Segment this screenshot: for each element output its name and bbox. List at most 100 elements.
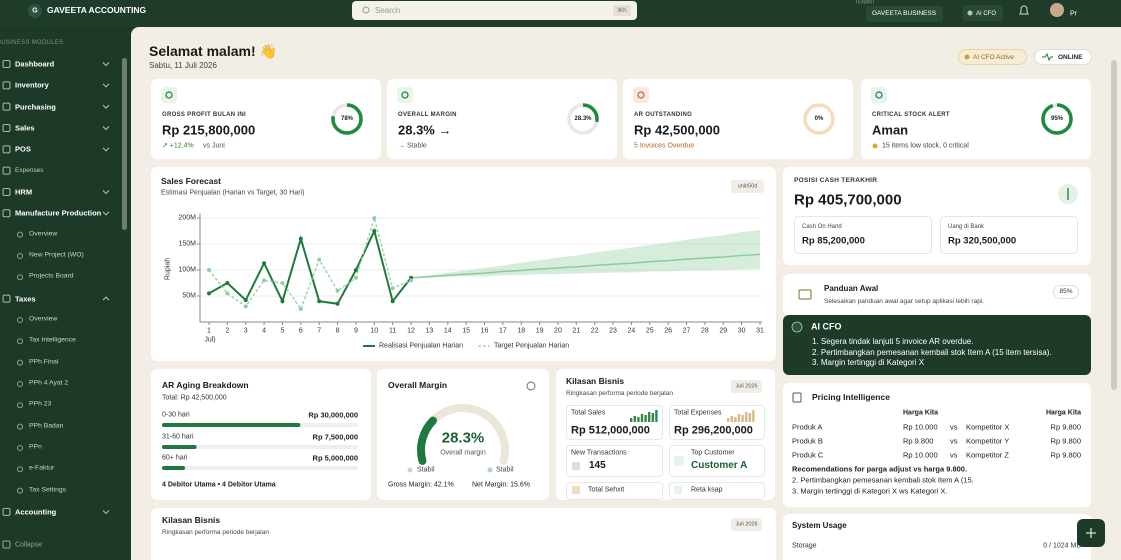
- x-tick-label: 29: [719, 327, 728, 335]
- guide-title: Panduan Awal: [824, 284, 879, 293]
- tile-icon: [674, 456, 684, 466]
- ar-bar: [162, 423, 301, 427]
- our-price: Rp 10.000: [903, 450, 938, 460]
- submenu-item[interactable]: Projects Board: [29, 272, 74, 280]
- tile-label: New Transactions: [571, 449, 627, 457]
- spark-bar: [633, 416, 636, 422]
- x-tick-label: 10: [370, 327, 379, 335]
- ring-track: [803, 103, 835, 135]
- summary-tile: [566, 405, 663, 440]
- system-usage-title: System Usage: [792, 521, 847, 530]
- ai-cfo-label[interactable]: AI CFO: [976, 10, 997, 17]
- spark-bar: [630, 418, 633, 422]
- ai-cfo-button[interactable]: [963, 5, 1003, 21]
- online: ONLINE: [1058, 53, 1083, 61]
- series-point: [390, 286, 395, 291]
- series-point: [317, 257, 322, 262]
- ar-row-value: Rp 7,500,000: [312, 432, 358, 442]
- series-point: [372, 229, 377, 233]
- submenu-item[interactable]: New Project (WO): [29, 251, 84, 259]
- menu-item[interactable]: Accounting: [15, 507, 57, 517]
- ai-cfo-item: 3. Margin tertinggi di Kategori X: [812, 358, 925, 367]
- submenu-item[interactable]: Tax Intelligence: [29, 336, 76, 344]
- chevron: [102, 62, 110, 67]
- ring-label: 95%: [1050, 116, 1064, 122]
- submenu-item[interactable]: PPn: [29, 443, 42, 451]
- x-tick-label: 21: [572, 327, 581, 335]
- gauge-value: 28.3%: [441, 429, 485, 447]
- tile-label: Top Customer: [691, 449, 735, 457]
- ar-title: AR Aging Breakdown: [162, 379, 249, 390]
- menu-item[interactable]: HRM: [15, 187, 33, 197]
- submenu-item[interactable]: Overview: [29, 315, 58, 323]
- submenu-item[interactable]: PPh 23: [29, 400, 52, 408]
- guide-progress: 85%: [1059, 287, 1073, 295]
- menu-item[interactable]: POS: [15, 144, 31, 154]
- submenu-icon: [17, 274, 23, 281]
- main-scrollbar: [1111, 60, 1117, 390]
- kpi-label: GROSS PROFIT BULAN INI: [162, 112, 246, 118]
- margin-card: [377, 369, 549, 500]
- summary-title: Kilasan Bisnis: [566, 375, 625, 386]
- y-tick-label: 50M: [182, 292, 196, 300]
- kpi-icon-glyph: [637, 91, 645, 99]
- spark-bar: [748, 413, 751, 422]
- series-point: [280, 281, 285, 285]
- search-placeholder[interactable]: Search: [375, 5, 401, 15]
- card-title: Sales Forecast: [161, 175, 222, 186]
- ring-label: 28.3%: [574, 116, 592, 122]
- submenu-item[interactable]: Overview: [29, 230, 58, 238]
- tile-value: Rp 296,200,000: [674, 424, 753, 437]
- submenu-item[interactable]: PPh Badan: [29, 422, 64, 430]
- series-point: [243, 304, 248, 309]
- x-tick-label: 14: [443, 327, 452, 335]
- badge: [731, 518, 762, 531]
- spark-bar: [741, 415, 744, 422]
- menu-item[interactable]: Manufacture Production: [15, 208, 102, 218]
- tile-label: Reta ksap: [691, 486, 723, 494]
- kpi-icon-glyph: [165, 91, 173, 99]
- collapse[interactable]: Collapse: [15, 541, 43, 549]
- chevron: [102, 104, 110, 109]
- kpi-note: → Stable: [398, 142, 427, 150]
- submenu-icon: [17, 380, 23, 387]
- forecast-band: [411, 229, 760, 278]
- x-tick-label: 8: [335, 327, 340, 335]
- competitor: Kompetitor Y: [966, 436, 1010, 446]
- x-tick-label: 12: [407, 327, 415, 335]
- submenu-item[interactable]: Tax Settings: [29, 486, 67, 494]
- menu-item[interactable]: Sales: [15, 123, 35, 133]
- x-tick-label: 7: [317, 327, 322, 335]
- menu-item[interactable]: Taxes: [15, 293, 36, 303]
- user-name: Pr: [1070, 10, 1077, 18]
- x-tick-label: 18: [517, 327, 526, 335]
- submenu-item[interactable]: PPh Final: [29, 358, 59, 366]
- ring-progress: [567, 103, 599, 135]
- margin-title: Overall Margin: [388, 379, 448, 390]
- tenant-name[interactable]: GAVEETA BUSINESS: [872, 9, 937, 17]
- tile-label: Total Expenses: [674, 409, 722, 417]
- menu-item[interactable]: Purchasing: [15, 101, 56, 111]
- summary-tile: [669, 482, 765, 500]
- submenu-item[interactable]: e-Faktur: [29, 464, 55, 472]
- ar-bar: [162, 445, 197, 449]
- menu-item[interactable]: Inventory: [15, 80, 49, 90]
- menu-item[interactable]: Expenses: [15, 166, 44, 174]
- x-tick-label: 13: [425, 327, 434, 335]
- tile-icon: [572, 462, 580, 470]
- summary-tile: [566, 482, 663, 500]
- status-dot: [964, 54, 970, 60]
- menu-icon: [2, 294, 11, 303]
- tenant-select[interactable]: [866, 6, 943, 22]
- submenu-item[interactable]: PPh 4 Ayat 2: [29, 379, 69, 387]
- menu-item[interactable]: Dashboard: [15, 59, 55, 69]
- series-point: [317, 299, 322, 304]
- competitor: Kompetitor Z: [966, 450, 1009, 460]
- search-box[interactable]: [352, 1, 637, 20]
- ai-status: AI CFO Active: [973, 53, 1014, 61]
- spark-bar: [737, 414, 741, 422]
- pricing-header: Harga Kita: [903, 409, 939, 417]
- fab-icon: [1086, 528, 1096, 538]
